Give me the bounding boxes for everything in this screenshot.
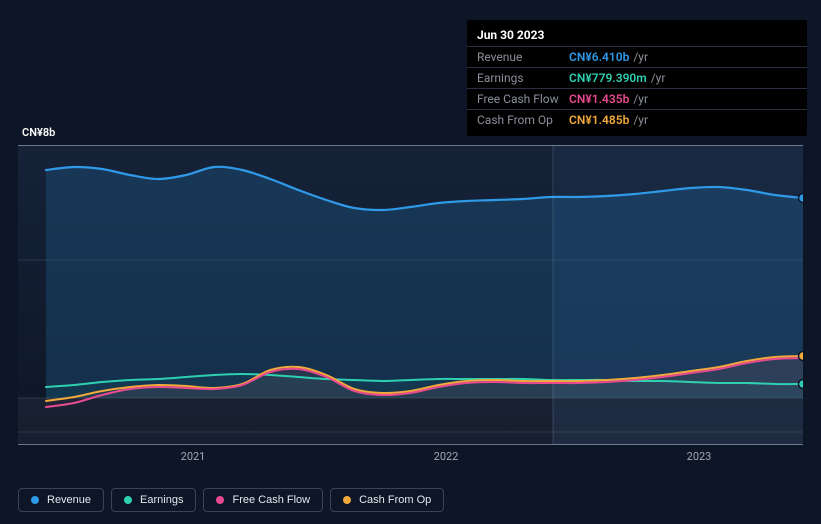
legend-swatch xyxy=(124,496,132,504)
legend-label: Earnings xyxy=(140,494,183,506)
legend-swatch xyxy=(216,496,224,504)
tooltip-unit: /yr xyxy=(651,71,666,85)
x-axis-tick-label: 2022 xyxy=(434,450,459,463)
legend-swatch xyxy=(343,496,351,504)
tooltip-value: CN¥779.390m xyxy=(569,71,647,85)
tooltip-unit: /yr xyxy=(633,50,648,64)
tooltip-label: Free Cash Flow xyxy=(477,92,569,106)
legend-label: Cash From Op xyxy=(359,494,431,506)
chart-plot-area[interactable] xyxy=(18,145,803,445)
chart-container: Jun 30 2023 RevenueCN¥6.410b/yrEarningsC… xyxy=(0,0,821,524)
tooltip-row: Cash From OpCN¥1.485b/yr xyxy=(467,109,807,130)
tooltip-row: EarningsCN¥779.390m/yr xyxy=(467,67,807,88)
tooltip-value: CN¥1.435b xyxy=(569,92,629,106)
tooltip-unit: /yr xyxy=(633,113,648,127)
y-axis-max-label: CN¥8b xyxy=(22,126,55,139)
tooltip-value: CN¥6.410b xyxy=(569,50,629,64)
tooltip-row: Free Cash FlowCN¥1.435b/yr xyxy=(467,88,807,109)
legend-item-earnings[interactable]: Earnings xyxy=(111,488,196,512)
x-axis-tick-label: 2023 xyxy=(687,450,712,463)
tooltip-label: Cash From Op xyxy=(477,113,569,127)
x-axis-labels: 2021 2022 2023 xyxy=(18,450,803,468)
hover-tooltip: Jun 30 2023 RevenueCN¥6.410b/yrEarningsC… xyxy=(467,20,807,136)
legend-swatch xyxy=(31,496,39,504)
tooltip-label: Earnings xyxy=(477,71,569,85)
legend-item-free-cash-flow[interactable]: Free Cash Flow xyxy=(203,488,323,512)
tooltip-value: CN¥1.485b xyxy=(569,113,629,127)
chart-legend: Revenue Earnings Free Cash Flow Cash From O… xyxy=(18,488,444,512)
legend-label: Revenue xyxy=(47,494,91,506)
legend-item-revenue[interactable]: Revenue xyxy=(18,488,104,512)
legend-label: Free Cash Flow xyxy=(232,494,310,506)
x-axis-tick-label: 2021 xyxy=(181,450,206,463)
tooltip-date: Jun 30 2023 xyxy=(467,26,807,46)
tooltip-row: RevenueCN¥6.410b/yr xyxy=(467,46,807,67)
tooltip-label: Revenue xyxy=(477,50,569,64)
tooltip-unit: /yr xyxy=(633,92,648,106)
legend-item-cash-from-op[interactable]: Cash From Op xyxy=(330,488,444,512)
